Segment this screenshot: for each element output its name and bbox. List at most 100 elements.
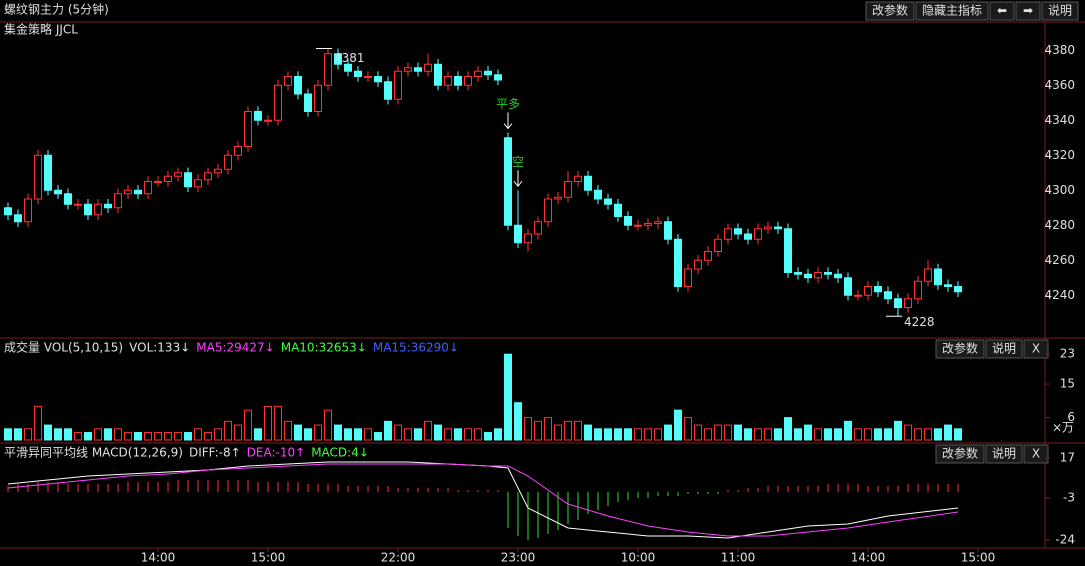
candle-body [324, 53, 332, 86]
candle-body [444, 76, 452, 86]
candle-body [734, 228, 742, 235]
volume-bar [634, 428, 642, 441]
candle-body [834, 273, 842, 279]
volume-bar [784, 417, 792, 441]
candle-body [64, 193, 72, 205]
candle-body [74, 203, 82, 206]
volume-bar [594, 428, 602, 441]
volume-bar [774, 428, 782, 441]
button[interactable]: 说明 [985, 339, 1023, 359]
volume-bar [554, 424, 562, 441]
volume-bar [154, 432, 162, 441]
candle-body [874, 286, 882, 293]
candle-body [624, 216, 632, 226]
volume-bar [674, 409, 682, 441]
volume-bar [464, 428, 472, 441]
button-frame [1023, 444, 1049, 464]
candle-body [134, 189, 142, 195]
candle-body [14, 214, 22, 223]
volume-bar [34, 405, 42, 441]
candle-body [704, 251, 712, 261]
button-label: 隐藏主指标 [922, 3, 982, 18]
volume-bar [144, 432, 152, 441]
y-tick-label: 15 [1060, 377, 1075, 391]
volume-bar [184, 432, 192, 441]
volume-bar [104, 428, 112, 441]
candle-body [84, 203, 92, 216]
button[interactable]: 说明 [985, 444, 1023, 464]
candle-body [474, 70, 482, 77]
volume-bar [264, 405, 272, 441]
volume-bar [14, 428, 22, 441]
candle-body [914, 280, 922, 300]
button-label: 说明 [992, 446, 1016, 461]
candle-body [774, 226, 782, 230]
candle-body [254, 111, 262, 121]
volume-bar [254, 428, 262, 441]
candle-body [684, 268, 692, 287]
button[interactable]: X [1023, 339, 1049, 359]
candle-body [784, 228, 792, 273]
button[interactable]: 改参数 [935, 444, 985, 464]
volume-bar [654, 428, 662, 441]
button[interactable]: 隐藏主指标 [915, 1, 989, 21]
candle-body [244, 111, 252, 147]
candle-body [404, 67, 412, 72]
button[interactable]: X [1023, 444, 1049, 464]
time-label: 23:00 [501, 551, 536, 565]
button[interactable]: 改参数 [865, 1, 915, 21]
volume-bar [44, 424, 52, 441]
time-label: 15:00 [251, 551, 286, 565]
volume-bar [894, 420, 902, 441]
candle-body [144, 181, 152, 195]
volume-bar [644, 428, 652, 441]
button[interactable]: ➡ [1015, 1, 1041, 21]
candle-body [634, 224, 642, 227]
candle-body [744, 233, 752, 240]
candle-body [44, 154, 52, 191]
y-tick-label: 4380 [1044, 43, 1075, 57]
volume-bar [204, 432, 212, 441]
volume-bar [864, 428, 872, 441]
volume-bar [124, 432, 132, 441]
volume-bar [744, 428, 752, 441]
button-frame [985, 444, 1023, 464]
legend-item: VOL:133↓ [129, 341, 190, 355]
volume-bar [924, 428, 932, 441]
volume-bar [424, 420, 432, 441]
volume-bar [504, 353, 512, 441]
volume-bar [84, 432, 92, 441]
volume-bar [834, 428, 842, 441]
candle-body [904, 298, 912, 308]
volume-bar [724, 424, 732, 441]
y-tick-label: 6 [1067, 410, 1075, 424]
candle-body [454, 76, 462, 86]
y-tick-label: 17 [1060, 451, 1075, 465]
candle-body [754, 228, 762, 240]
volume-bar [704, 428, 712, 441]
button[interactable]: 改参数 [935, 339, 985, 359]
volume-bar [284, 420, 292, 441]
candle-body [304, 93, 312, 112]
candle-body [174, 172, 182, 177]
volume-bar [414, 428, 422, 441]
button[interactable]: ⬅ [989, 1, 1015, 21]
candle-body [644, 223, 652, 226]
button[interactable]: 说明 [1041, 1, 1079, 21]
button-label: 改参数 [942, 446, 978, 461]
candle-body [864, 286, 872, 296]
candle-body [264, 119, 272, 122]
legend-item: MA15:36290↓ [373, 341, 459, 355]
unit-label: ×万 [1052, 421, 1074, 435]
legend-item: DEA:-10↑ [247, 446, 306, 460]
button-frame [1023, 339, 1049, 359]
volume-bar [884, 428, 892, 441]
candle-body [554, 196, 562, 200]
candle-body [424, 63, 432, 72]
candle-body [794, 272, 802, 275]
candle-body [124, 189, 132, 195]
button-label: X [1032, 342, 1040, 356]
signal-label: 空 [512, 155, 524, 169]
volume-bar [684, 417, 692, 441]
